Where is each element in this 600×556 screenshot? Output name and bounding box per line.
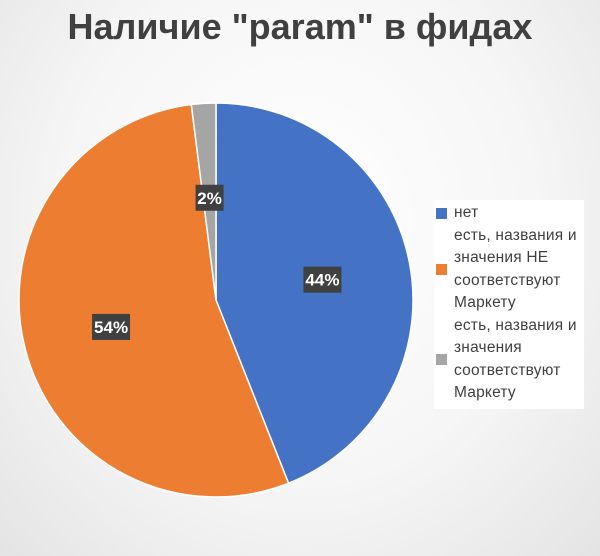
svg-text:2%: 2% [197, 189, 222, 208]
pie-slice-0 [215, 102, 414, 485]
legend-item-1: есть, названия и значения НЕ соответству… [434, 225, 584, 315]
legend-label-1: есть, названия и значения НЕ соответству… [454, 226, 577, 312]
legend-swatch-1 [436, 264, 447, 275]
legend-swatch-2 [436, 354, 447, 365]
data-label-2: 2% [195, 184, 224, 211]
chart-title: Наличие "param" в фидах [67, 6, 533, 47]
legend-item-2: есть, названия и значения соответствуют … [434, 315, 584, 405]
pie-slice-1 [18, 103, 290, 498]
legend-swatch-0 [436, 207, 447, 219]
legend-label-2: есть, названия и значения соответствуют … [454, 316, 577, 402]
legend-label-0: нет [454, 204, 479, 221]
chart-legend: нет есть, названия и значения НЕ соответс… [434, 200, 584, 409]
data-label-0: 44% [303, 266, 342, 293]
svg-text:54%: 54% [94, 318, 128, 337]
legend-item-0: нет [434, 202, 584, 225]
svg-text:44%: 44% [305, 271, 339, 290]
data-label-1: 54% [92, 313, 131, 340]
